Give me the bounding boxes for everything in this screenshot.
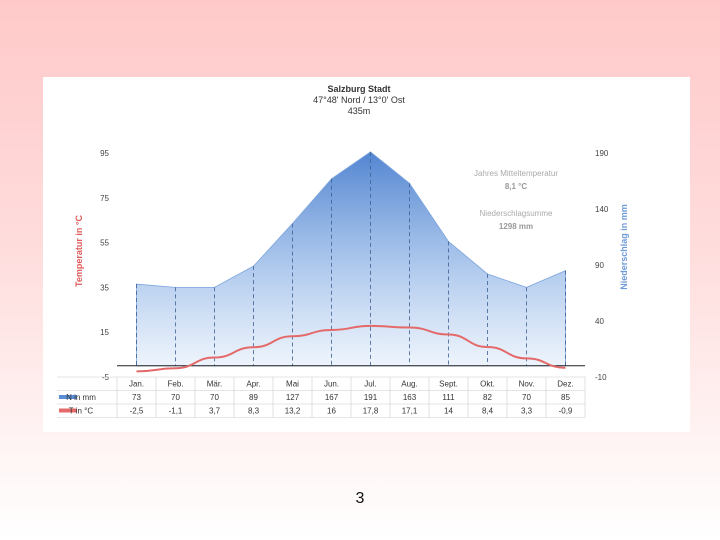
legend-label: T in °C [69,407,94,416]
precip-value-cell: 111 [442,393,455,402]
precip-value-cell: 70 [522,393,531,402]
y-tick-right: 140 [595,205,609,214]
temp-value-cell: 8,3 [248,407,260,416]
x-tick-label: Mär. [207,380,223,389]
temp-value-cell: -2,5 [130,407,144,416]
legend-swatch [59,408,77,413]
y-axis-left-label: Temperatur in °C [74,215,84,287]
legend-swatch [59,395,77,399]
precip-value-cell: 82 [483,393,492,402]
temp-value-cell: 3,3 [521,407,533,416]
y-tick-left: 15 [100,328,109,337]
y-tick-left: -5 [102,373,110,382]
legend-label: N in mm [66,393,96,402]
x-tick-label: Nov. [519,380,535,389]
chart-elevation: 435m [348,106,371,116]
temp-value-cell: 13,2 [285,407,301,416]
x-tick-label: Mai [286,380,299,389]
x-tick-label: Okt. [480,380,495,389]
x-tick-label: Apr. [246,380,260,389]
x-tick-label: Jul. [364,380,376,389]
x-tick-label: Aug. [401,380,417,389]
annual-mean-temp-label: Jahres Mitteltemperatur [474,169,558,178]
y-axis-right-label: Niederschlag in mm [619,204,629,290]
precip-value-cell: 70 [210,393,219,402]
precip-value-cell: 191 [364,393,378,402]
chart-subtitle: 47°48' Nord / 13°0' Ost [313,95,405,105]
y-tick-left: 95 [100,149,109,158]
precip-value-cell: 70 [171,393,180,402]
temp-value-cell: 8,4 [482,407,494,416]
y-tick-left: 55 [100,239,109,248]
chart-panel: Salzburg Stadt 47°48' Nord / 13°0' Ost 4… [43,77,690,432]
precip-value-cell: 163 [403,393,417,402]
page-number: 3 [355,490,365,507]
temp-line [136,324,566,373]
annual-precip-sum-label: Niederschlagsumme [480,209,553,218]
y-tick-right: -10 [595,373,607,382]
precip-value-cell: 73 [132,393,141,402]
precip-area [136,151,566,367]
precip-value-cell: 85 [561,393,570,402]
temp-value-cell: 16 [327,407,336,416]
y-tick-right: 90 [595,261,604,270]
x-tick-label: Dez. [557,380,573,389]
temp-value-cell: 17,8 [363,407,379,416]
x-tick-label: Jan. [129,380,144,389]
x-tick-label: Sept. [439,380,458,389]
annual-mean-temp-value: 8,1 °C [505,182,528,191]
temp-value-cell: 17,1 [402,407,418,416]
y-tick-right: 40 [595,317,604,326]
x-tick-label: Feb. [167,380,183,389]
precip-value-cell: 89 [249,393,258,402]
temp-value-cell: 3,7 [209,407,221,416]
chart-title: Salzburg Stadt [327,84,390,94]
y-tick-left: 35 [100,283,109,292]
y-tick-right: 190 [595,149,609,158]
precip-value-cell: 127 [286,393,300,402]
temp-value-cell: -1,1 [169,407,183,416]
annual-precip-sum-value: 1298 mm [499,222,533,231]
temp-value-cell: 14 [444,407,453,416]
precip-value-cell: 167 [325,393,339,402]
x-tick-label: Jun. [324,380,339,389]
y-tick-left: 75 [100,194,109,203]
temp-value-cell: -0,9 [559,407,573,416]
climate-chart: Salzburg Stadt 47°48' Nord / 13°0' Ost 4… [57,84,629,418]
